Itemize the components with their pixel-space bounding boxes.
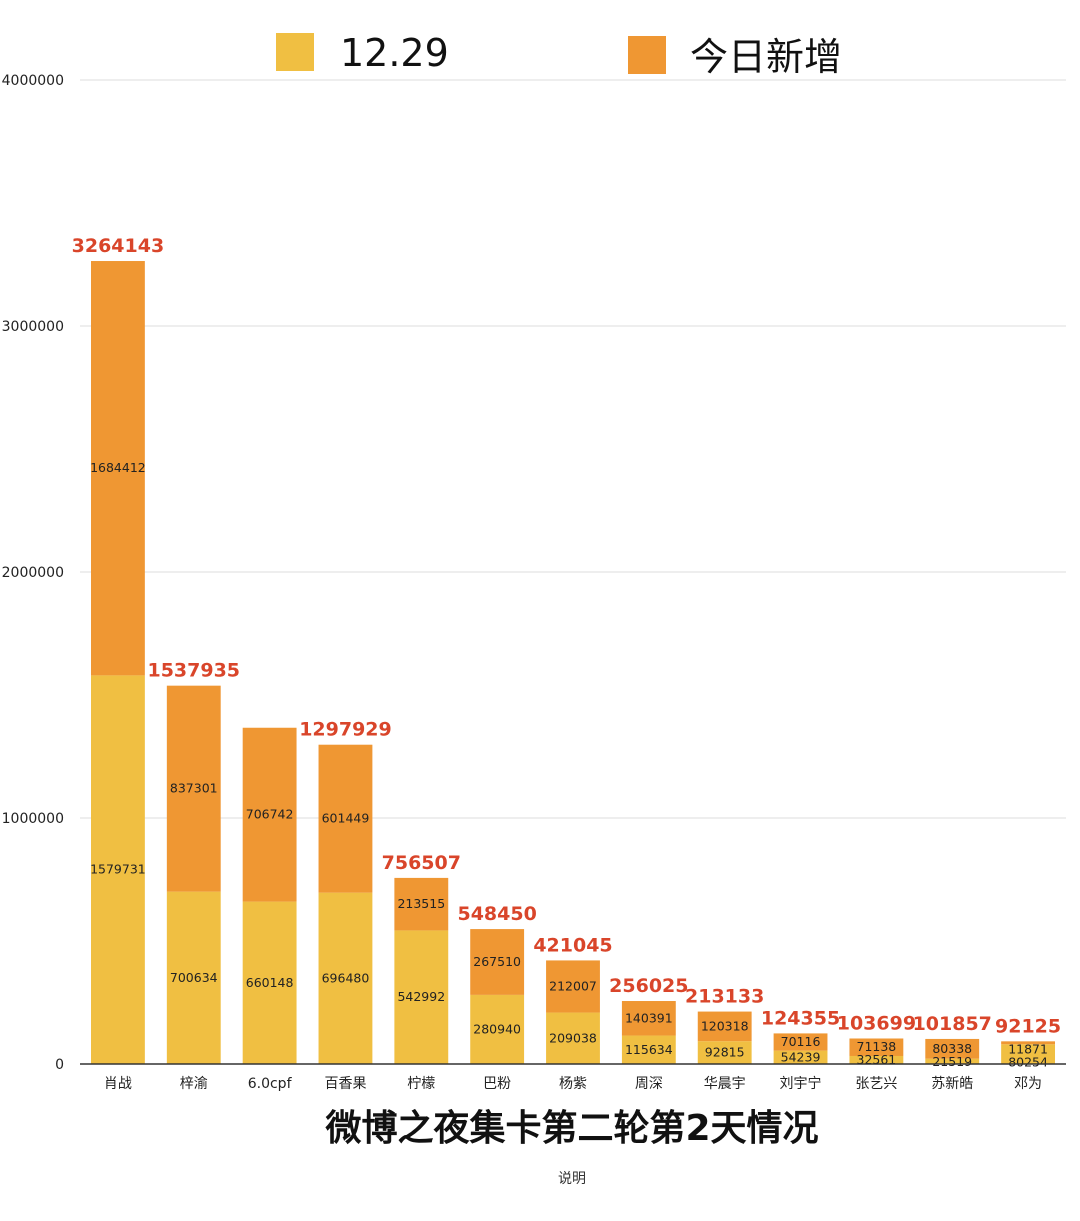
bar-value-base: 1579731 — [90, 862, 146, 877]
bar-segment-added — [90, 261, 145, 676]
bar-segment-added — [925, 1038, 980, 1059]
bar-value-base: 54239 — [781, 1049, 821, 1064]
bar-total-label: 3264143 — [72, 235, 165, 257]
bar-value-added: 213515 — [397, 896, 445, 911]
legend: 12.29 今日新增 — [276, 31, 842, 79]
y-tick-label: 2000000 — [2, 565, 64, 581]
x-category-label: 6.0cpf — [248, 1076, 293, 1092]
bar-segment-added — [849, 1038, 904, 1056]
bar-segment-added — [546, 960, 600, 1013]
bar-total-label: 256025 — [609, 975, 688, 997]
x-category-label: 杨紫 — [559, 1076, 587, 1092]
bar-segment-base — [394, 930, 449, 1064]
legend-label-added: 今日新增 — [690, 35, 842, 79]
bar-value-added: 212007 — [549, 978, 597, 993]
bar-value-base: 92815 — [705, 1045, 745, 1060]
bar-value-base: 542992 — [397, 989, 445, 1004]
y-tick-label: 0 — [55, 1057, 64, 1073]
bar-total-label: 213133 — [685, 986, 764, 1008]
bar-value-added: 71138 — [857, 1039, 897, 1054]
bar-total-label: 124355 — [761, 1007, 840, 1029]
bar-segment-base — [773, 1050, 828, 1064]
x-category-label: 肖战 — [104, 1076, 132, 1092]
bar-segment-added — [1001, 1041, 1056, 1045]
x-category-label: 华晨宇 — [704, 1076, 746, 1092]
bar-total-label: 421045 — [533, 934, 612, 956]
x-category-label: 柠檬 — [407, 1076, 435, 1092]
y-tick-label: 4000000 — [2, 73, 64, 89]
x-category-label: 巴粉 — [483, 1076, 511, 1092]
bar-segment-base — [925, 1058, 980, 1064]
bar-value-added: 120318 — [701, 1018, 749, 1033]
bar-value-base: 21519 — [932, 1054, 972, 1069]
legend-swatch-base — [276, 33, 314, 71]
bar-total-label: 101857 — [913, 1013, 992, 1035]
bar-value-added: 11871 — [1008, 1041, 1048, 1056]
bar-value-base: 209038 — [549, 1030, 597, 1045]
bar-total-label: 1297929 — [299, 719, 392, 741]
x-category-label: 张艺兴 — [855, 1076, 897, 1092]
chart-note: 说明 — [558, 1171, 586, 1187]
bar-value-base: 700634 — [170, 970, 218, 985]
x-category-label: 百香果 — [324, 1076, 366, 1092]
bar-segment-base — [318, 892, 373, 1064]
bar-segment-base — [470, 994, 525, 1064]
x-axis-categories: 肖战 梓渝 6.0cpf 百香果 柠檬 巴粉 杨紫 周深 华晨宇 刘宇宁 张艺兴 苏新皓 邓为 — [104, 1075, 1042, 1092]
y-tick-label: 1000000 — [2, 811, 64, 827]
x-category-label: 梓渝 — [180, 1076, 208, 1092]
bar-value-added: 140391 — [625, 1010, 673, 1025]
bar-value-base: 32561 — [857, 1052, 897, 1067]
bar-value-base: 115634 — [625, 1042, 673, 1057]
bar-segment-base — [546, 1012, 600, 1064]
bar-segment-base — [1001, 1044, 1056, 1064]
bar-segment-base — [90, 675, 145, 1064]
bar-segment-added — [318, 744, 373, 893]
bar-value-added: 1684412 — [90, 460, 146, 475]
bar-segment-base — [166, 891, 221, 1064]
legend-label-base: 12.29 — [340, 31, 449, 75]
bars: 1579731 1684412 3264143 700634 837301 1537935… — [72, 235, 1061, 1069]
bar-value-base: 280940 — [473, 1021, 521, 1036]
bar-value-base: 660148 — [246, 975, 294, 990]
bar-segment-base — [621, 1035, 676, 1064]
legend-swatch-added — [628, 36, 666, 74]
bar-segment-base — [242, 901, 297, 1064]
bar-total-label: 548450 — [457, 903, 536, 925]
bar-total-label: 756507 — [382, 852, 461, 874]
bar-segment-base — [697, 1041, 752, 1064]
bar-value-base: 80254 — [1008, 1054, 1048, 1069]
bar-value-added: 80338 — [932, 1041, 972, 1056]
bar-segment-added — [773, 1033, 828, 1051]
y-tick-label: 3000000 — [2, 319, 64, 335]
bar-value-base: 696480 — [322, 970, 370, 985]
x-category-label: 刘宇宁 — [780, 1075, 822, 1092]
gridlines — [80, 79, 1066, 819]
bar-segment-added — [697, 1011, 752, 1042]
bar-segment-added — [621, 1001, 676, 1036]
bar-total-label: 1537935 — [147, 660, 240, 682]
bar-segment-added — [242, 727, 297, 902]
bar-value-added: 70116 — [781, 1034, 821, 1049]
bar-segment-added — [166, 685, 221, 892]
y-axis-ticks: 0 1000000 2000000 3000000 4000000 — [2, 73, 64, 1073]
bar-value-added: 837301 — [170, 781, 218, 796]
bar-value-added: 601449 — [322, 811, 370, 826]
bar-segment-added — [394, 877, 449, 931]
bar-segment-base — [849, 1055, 904, 1064]
bar-total-label: 103699 — [837, 1012, 916, 1034]
bar-total-label: 92125 — [995, 1015, 1061, 1037]
x-category-label: 周深 — [635, 1076, 663, 1092]
bar-value-added: 706742 — [246, 807, 294, 822]
x-category-label: 邓为 — [1014, 1076, 1042, 1092]
bar-segment-added — [470, 929, 525, 995]
bar-value-added: 267510 — [473, 954, 521, 969]
chart-title: 微博之夜集卡第二轮第2天情况 — [324, 1108, 818, 1149]
x-category-label: 苏新皓 — [931, 1076, 973, 1092]
